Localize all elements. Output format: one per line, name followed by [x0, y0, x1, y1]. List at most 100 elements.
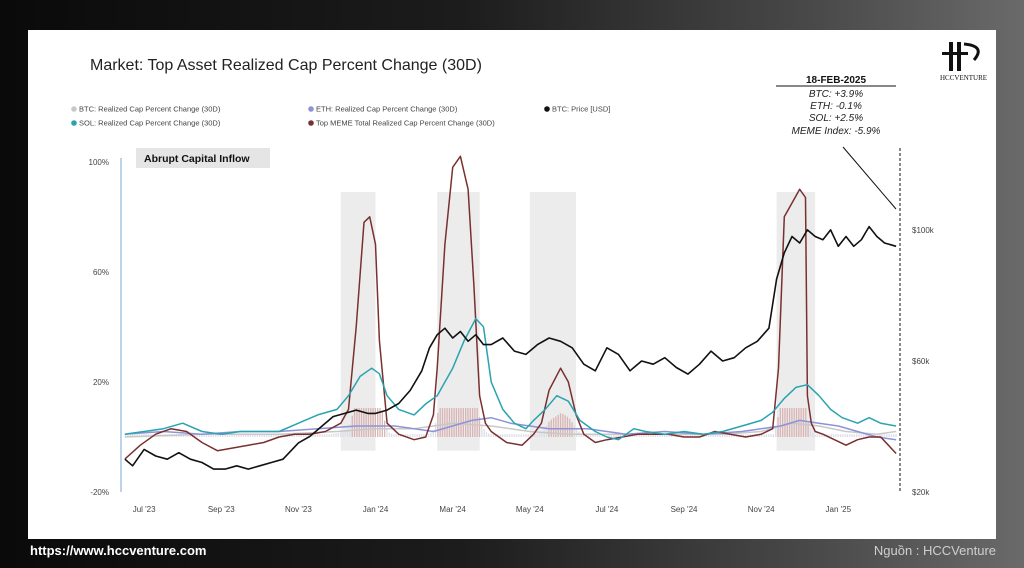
legend-item-eth-realized: ETH: Realized Cap Percent Change (30D) [316, 105, 458, 114]
volume-bar [583, 434, 585, 437]
volume-bar [254, 434, 256, 437]
volume-bar [407, 434, 409, 437]
volume-bar [432, 430, 434, 437]
volume-bar [321, 434, 323, 437]
y-left-tick-label: -20% [90, 488, 109, 497]
volume-bar [270, 434, 272, 437]
volume-bar [881, 434, 883, 437]
volume-bar [508, 434, 511, 437]
volume-bar [865, 434, 867, 437]
realized-cap-chart: Jul '23 Sep '23 Nov '23 Jan '24 Mar '24 May '… [71, 42, 987, 514]
volume-bar [127, 434, 129, 437]
volume-bar [858, 434, 860, 437]
volume-bar [411, 434, 414, 437]
y-left-tick-label: 60% [93, 268, 109, 277]
volume-bar [252, 434, 254, 437]
volume-bar [527, 434, 529, 437]
volume-bar [189, 434, 191, 437]
volume-bar [712, 434, 714, 437]
volume-bar [474, 408, 476, 437]
volume-bar [638, 434, 640, 437]
volume-bar [203, 434, 205, 437]
volume-bar [319, 434, 321, 437]
volume-bar [326, 434, 328, 437]
brand-text: HCCVENTURE [940, 74, 987, 82]
volume-bar [421, 434, 423, 437]
volume-bar [747, 434, 749, 437]
volume-bar [562, 413, 564, 437]
series-line-top-meme-total-realized-cap-percent-change-30d [124, 155, 897, 460]
volume-bar [689, 434, 691, 437]
volume-bar [613, 434, 615, 437]
volume-bar [569, 418, 571, 437]
volume-bar [606, 434, 608, 437]
volume-bar [842, 434, 844, 437]
legend-item-btc-price: BTC: Price [USD] [552, 105, 610, 114]
volume-bar [539, 433, 541, 437]
volume-bar [819, 434, 821, 437]
legend-item-sol-realized: SOL: Realized Cap Percent Change (30D) [79, 119, 221, 128]
volume-bar [335, 433, 337, 437]
x-tick-label: Jan '25 [826, 505, 852, 514]
tick-labels: Jul '23 Sep '23 Nov '23 Jan '24 Mar '24 May '… [89, 158, 935, 514]
volume-bar [356, 408, 358, 437]
volume-bar [643, 434, 645, 437]
series-line-eth-realized-cap-percent-change-30d [124, 416, 897, 441]
volume-bar [573, 425, 576, 437]
volume-bar [455, 408, 458, 437]
volume-bar [835, 434, 837, 437]
volume-bar [208, 434, 210, 437]
volume-bar [256, 434, 259, 437]
volume-bar [307, 434, 309, 437]
volume-bar [758, 434, 761, 437]
volume-bar [279, 434, 282, 437]
volume-bar [291, 434, 293, 437]
volume-bar [266, 434, 268, 437]
volume-bar [717, 434, 719, 437]
volume-bar [862, 434, 865, 437]
volume-bar [721, 434, 724, 437]
y-left-tick-label: 100% [89, 158, 109, 167]
volume-bar [698, 434, 700, 437]
volume-bar [333, 433, 335, 437]
x-tick-label: Nov '24 [748, 505, 775, 514]
volume-bar [483, 428, 485, 437]
volume-bar [235, 434, 238, 437]
legend-swatch [544, 106, 550, 112]
volume-bar [467, 408, 469, 437]
volume-bar [381, 411, 383, 437]
volume-bar [513, 434, 515, 437]
volume-bar [293, 434, 296, 437]
volume-bar [277, 434, 279, 437]
volume-bar [196, 434, 198, 437]
callout-sol: SOL: +2.5% [809, 113, 863, 124]
x-tick-label: Nov '23 [285, 505, 312, 514]
volume-bar [812, 432, 814, 437]
volume-bar [233, 434, 235, 437]
volume-bar [853, 434, 856, 437]
volume-bar [714, 434, 717, 437]
website-link[interactable]: https://www.hccventure.com [30, 543, 207, 558]
volume-bar [798, 408, 800, 437]
volume-bar [661, 434, 663, 437]
volume-bar [705, 434, 707, 437]
volume-bar [867, 434, 869, 437]
volume-bar [571, 422, 573, 437]
volume-bar [393, 434, 395, 437]
volume-bar [263, 434, 265, 437]
volume-bar [194, 434, 196, 437]
volume-bar [397, 434, 400, 437]
volume-bar [895, 434, 897, 437]
volume-bar [240, 434, 242, 437]
volume-bar [430, 432, 432, 437]
volume-bar [471, 408, 474, 437]
x-tick-label: Jul '24 [595, 505, 618, 514]
x-tick-label: Mar '24 [439, 505, 466, 514]
volume-bar [633, 434, 636, 437]
volume-bar [691, 434, 694, 437]
volume-bar [744, 434, 747, 437]
volume-bar [439, 408, 441, 437]
volume-bar [460, 408, 462, 437]
volume-bar [525, 434, 527, 437]
volume-bar [596, 434, 599, 437]
